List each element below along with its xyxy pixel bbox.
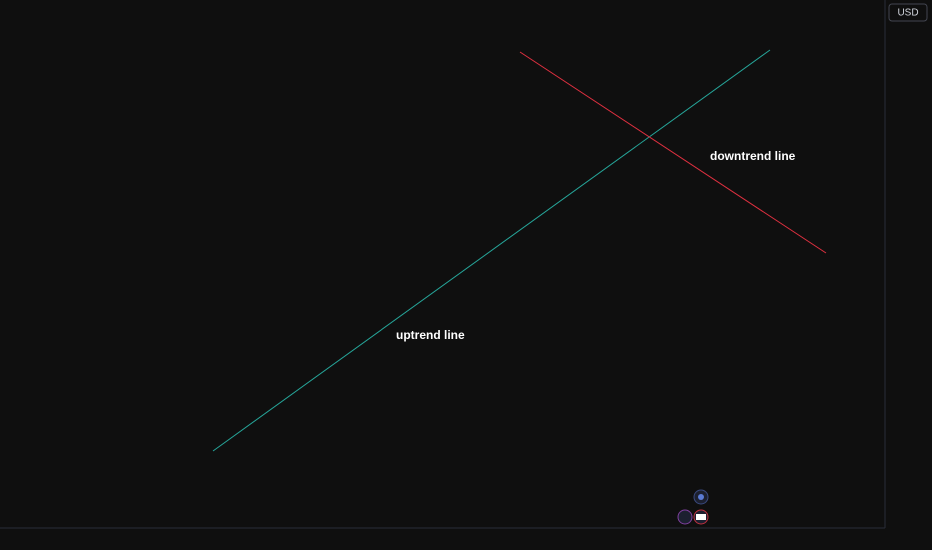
event-icon-dot (698, 494, 704, 500)
currency: USD (897, 8, 918, 19)
downtrend-line (519, 51, 827, 254)
uptrend-line (212, 49, 771, 452)
currency-box[interactable] (888, 3, 928, 22)
annotation: downtrend line (710, 149, 796, 163)
event-icon[interactable] (677, 509, 693, 525)
annotation: uptrend line (396, 328, 465, 342)
flag-icon (696, 514, 706, 520)
price-axis (885, 0, 932, 550)
